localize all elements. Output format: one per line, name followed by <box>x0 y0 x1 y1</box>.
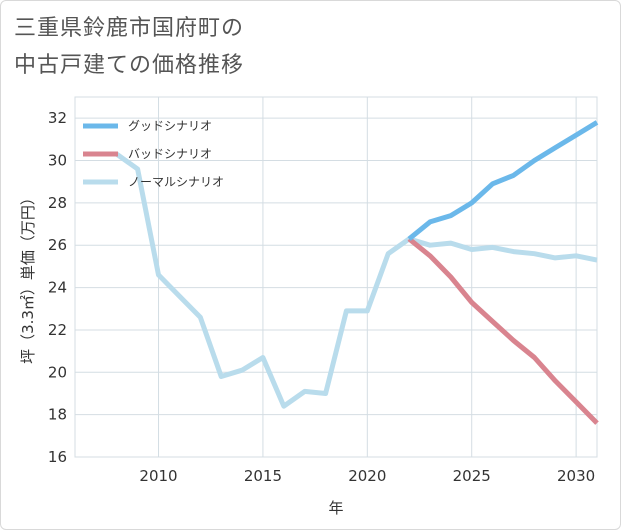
y-tick-label: 24 <box>48 279 67 297</box>
y-tick-label: 22 <box>48 321 67 339</box>
x-tick-label: 2010 <box>139 467 177 485</box>
chart-title-line-1: 三重県鈴鹿市国府町の <box>14 16 245 41</box>
x-tick-label: 2025 <box>453 467 491 485</box>
y-tick-label: 30 <box>48 152 67 170</box>
y-tick-label: 26 <box>48 236 67 254</box>
series-line-good <box>407 120 599 241</box>
series-line-bad <box>407 236 599 425</box>
chart-title-line-2: 中古戸建ての価格推移 <box>14 53 245 78</box>
y-tick-label: 32 <box>48 109 67 127</box>
axis-ticks: 16 18 20 22 24 26 28 30 32 2010 2015 2020 2025 2030 <box>48 109 595 485</box>
legend-label: ノーマルシナリオ <box>128 175 224 189</box>
legend-label: グッドシナリオ <box>128 119 212 133</box>
y-tick-label: 18 <box>48 406 67 424</box>
x-tick-label: 2015 <box>244 467 282 485</box>
x-tick-label: 2020 <box>348 467 386 485</box>
y-axis-label: 坪（3.3㎡）単価（万円） <box>19 190 37 364</box>
y-tick-label: 20 <box>48 363 67 381</box>
series-lines <box>115 120 599 425</box>
series-line-normal <box>115 152 598 409</box>
y-tick-label: 16 <box>48 448 67 466</box>
x-tick-label: 2030 <box>557 467 595 485</box>
chart-title: 三重県鈴鹿市国府町の 中古戸建ての価格推移 <box>14 10 244 84</box>
y-tick-label: 28 <box>48 194 67 212</box>
grid-lines <box>74 96 598 458</box>
x-axis-label: 年 <box>328 499 343 517</box>
legend-label: バッドシナリオ <box>128 147 212 161</box>
